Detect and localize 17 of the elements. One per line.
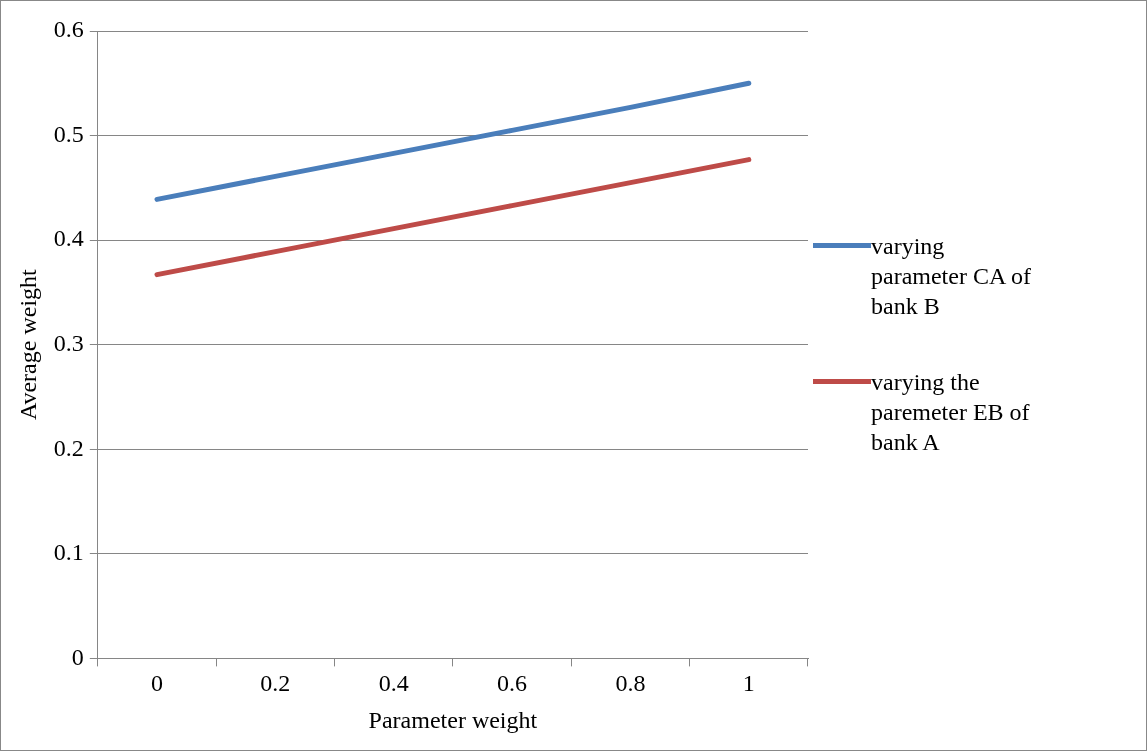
x-tick-label: 0.4 — [378, 670, 409, 697]
y-tick-label: 0.2 — [53, 434, 84, 461]
y-tick-label: 0.1 — [53, 539, 84, 566]
x-tick-label: 1 — [742, 670, 755, 697]
x-axis-title: Parameter weight — [368, 706, 538, 733]
y-tick-label: 0 — [71, 643, 84, 670]
x-tick-label: 0.8 — [615, 670, 646, 697]
y-tick-label: 0.6 — [53, 16, 84, 43]
x-tick-label: 0.6 — [497, 670, 528, 697]
y-axis-title: Average weight — [14, 268, 41, 421]
legend-label: varying parameter CA of bank B — [871, 232, 1032, 321]
y-tick-label: 0.4 — [53, 225, 84, 252]
y-tick-label: 0.5 — [53, 120, 84, 147]
x-tick-label: 0 — [150, 670, 163, 697]
legend-label: varying the paremeter EB of bank A — [871, 368, 1031, 457]
y-tick-label: 0.3 — [53, 330, 84, 356]
x-tick-label: 0.2 — [260, 670, 291, 697]
